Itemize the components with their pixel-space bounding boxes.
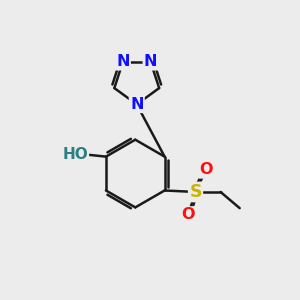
Text: S: S	[189, 183, 202, 201]
Text: HO: HO	[62, 147, 88, 162]
Text: N: N	[144, 54, 157, 69]
Text: N: N	[116, 54, 130, 69]
Text: O: O	[199, 162, 213, 177]
Text: O: O	[182, 207, 195, 222]
Text: N: N	[130, 97, 143, 112]
